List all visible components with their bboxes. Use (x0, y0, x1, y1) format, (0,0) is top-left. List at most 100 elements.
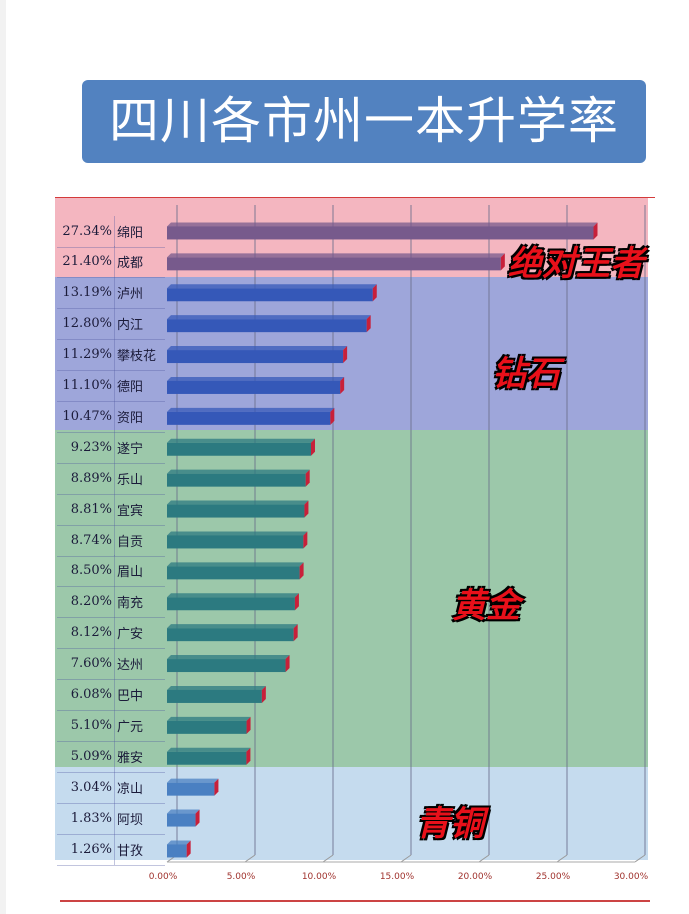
category-label: 广安 (117, 627, 144, 643)
category-label: 乐山 (117, 472, 144, 488)
bar (167, 813, 196, 827)
bar-top (167, 809, 200, 814)
table-row: 1.83% 阿坝 (57, 802, 165, 835)
value-label: 27.34% (57, 215, 115, 247)
value-label: 8.20% (57, 586, 115, 618)
bar-end (593, 222, 598, 240)
category-label: 攀枝花 (117, 349, 157, 365)
bar (167, 751, 247, 765)
category-label: 凉山 (117, 781, 144, 797)
category-label: 绵阳 (117, 225, 144, 241)
bar-top (167, 315, 371, 320)
value-label: 13.19% (57, 277, 115, 309)
bar-end (366, 315, 371, 333)
bar-end (186, 840, 191, 858)
value-label: 8.12% (57, 617, 115, 649)
value-label: 5.10% (57, 709, 115, 741)
tier-label: 绝对王者 (508, 244, 644, 284)
bar-top (167, 531, 308, 536)
bar-end (303, 531, 308, 549)
bar-top (167, 685, 266, 690)
table-row: 8.89% 乐山 (57, 462, 165, 495)
bottom-rule (60, 900, 650, 902)
bar (167, 226, 594, 240)
bar-top (167, 438, 315, 443)
category-label: 甘孜 (117, 843, 144, 859)
bar (167, 350, 344, 364)
bar (167, 720, 247, 734)
bar-end (343, 346, 348, 364)
bar-top (167, 284, 377, 289)
value-label: 7.60% (57, 648, 115, 680)
table-row: 8.81% 宜宾 (57, 493, 165, 526)
tier-label: 钻石 (492, 354, 560, 394)
table-row: 9.23% 遂宁 (57, 431, 165, 464)
bar-end (195, 809, 200, 827)
bar-end (304, 500, 309, 518)
bar (167, 628, 294, 642)
value-label: 1.83% (57, 802, 115, 834)
value-label: 8.81% (57, 493, 115, 525)
bar (167, 473, 306, 487)
value-label: 12.80% (57, 308, 115, 340)
bar-end (285, 655, 290, 673)
bar-top (167, 716, 251, 721)
bar-top (167, 500, 309, 505)
bar-top (167, 778, 219, 783)
axis-tick (478, 854, 490, 863)
table-row: 8.50% 眉山 (57, 555, 165, 588)
bar (167, 504, 305, 518)
table-row: 3.04% 凉山 (57, 771, 165, 804)
table-row: 8.20% 南充 (57, 586, 165, 619)
category-label: 广元 (117, 719, 144, 735)
bar-end (214, 778, 219, 796)
value-label: 5.09% (57, 740, 115, 772)
bar-top (167, 655, 290, 660)
bar (167, 689, 262, 703)
bar-top (167, 469, 310, 474)
table-row: 5.10% 广元 (57, 709, 165, 742)
tier-band (55, 767, 648, 860)
table-row: 12.80% 内江 (57, 308, 165, 341)
bar (167, 442, 311, 456)
bar-top (167, 222, 598, 227)
category-label: 雅安 (117, 750, 144, 766)
value-label: 6.08% (57, 679, 115, 710)
x-tick-label: 10.00% (301, 872, 337, 882)
bar-end (294, 593, 299, 611)
bar (167, 257, 501, 271)
bar-top (167, 624, 298, 629)
bar-top (167, 840, 191, 845)
bar-end (261, 685, 266, 703)
category-label: 阿坝 (117, 812, 144, 828)
table-row: 21.40% 成都 (57, 246, 165, 279)
table-row: 11.29% 攀枝花 (57, 339, 165, 372)
category-label: 内江 (117, 318, 144, 334)
bar-top (167, 407, 335, 412)
table-row: 6.08% 巴中 (57, 679, 165, 711)
category-label: 巴中 (117, 689, 144, 704)
category-label: 泸州 (117, 287, 144, 303)
table-row: 13.19% 泸州 (57, 277, 165, 310)
x-tick-label: 30.00% (613, 872, 649, 882)
value-label: 11.10% (57, 370, 115, 401)
value-label: 21.40% (57, 246, 115, 278)
value-label: 1.26% (57, 833, 115, 865)
top-rule (55, 197, 655, 198)
tier-band (55, 277, 648, 430)
category-label: 德阳 (117, 380, 144, 395)
value-label: 8.50% (57, 555, 115, 587)
bar (167, 380, 341, 394)
value-label: 8.89% (57, 462, 115, 494)
table-row: 8.12% 广安 (57, 617, 165, 650)
category-label: 南充 (117, 596, 144, 612)
bar (167, 411, 331, 425)
table-row: 5.09% 雅安 (57, 740, 165, 773)
value-label: 11.29% (57, 339, 115, 371)
table-row: 27.34% 绵阳 (57, 215, 165, 248)
category-label: 达州 (117, 658, 144, 674)
bar (167, 782, 215, 796)
bar (167, 597, 295, 611)
tier-band (55, 430, 648, 767)
